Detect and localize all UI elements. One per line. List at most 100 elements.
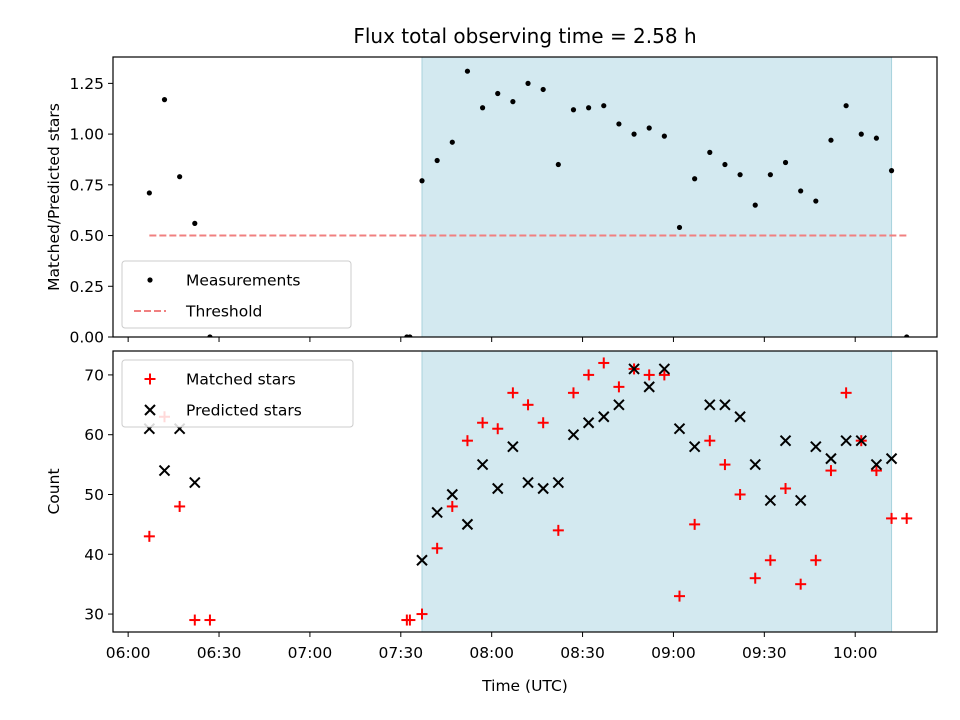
data-point xyxy=(810,554,822,566)
data-point xyxy=(737,172,743,178)
data-point xyxy=(507,440,519,453)
observing-span xyxy=(422,57,892,337)
x-b xyxy=(522,476,534,489)
data-point xyxy=(449,139,455,145)
data-point xyxy=(601,103,607,109)
y-axis-label: Matched/Predicted stars xyxy=(45,103,63,291)
data-point xyxy=(825,465,837,477)
data-point xyxy=(477,417,489,429)
x-b xyxy=(598,411,610,423)
data-point xyxy=(146,190,152,196)
y-tick-label: 0.00 xyxy=(69,329,104,347)
x-b xyxy=(144,404,156,416)
x-b xyxy=(825,452,837,465)
data-point xyxy=(810,440,822,453)
x-tick-label: 09:00 xyxy=(651,644,696,662)
data-point xyxy=(495,90,501,97)
x-b xyxy=(416,554,428,566)
data-point xyxy=(552,476,565,489)
series-predicted-stars xyxy=(143,363,898,566)
x-b xyxy=(855,434,867,447)
data-point xyxy=(598,357,610,369)
data-point xyxy=(476,458,489,471)
x-b xyxy=(810,440,822,453)
data-point xyxy=(464,68,471,74)
x-b xyxy=(446,488,459,501)
data-point xyxy=(189,476,201,489)
data-point xyxy=(813,198,819,204)
legend-label: Measurements xyxy=(186,272,301,290)
legend-box xyxy=(121,260,352,329)
data-point xyxy=(567,387,579,399)
panel-1: 0.00 0.25 0.50 0.75 1.00 1.25 Matched/Predicte… xyxy=(45,56,938,347)
data-point xyxy=(583,369,595,381)
data-point xyxy=(904,334,910,337)
data-point xyxy=(522,399,534,411)
data-point xyxy=(404,614,416,626)
legend-box xyxy=(121,359,354,428)
data-point xyxy=(555,161,561,168)
axes-frame xyxy=(112,350,938,633)
legend: Measurements Threshold xyxy=(121,260,352,329)
x-b xyxy=(688,440,701,453)
legend-item: Measurements xyxy=(147,272,301,290)
data-point xyxy=(628,363,640,375)
data-point xyxy=(613,399,625,411)
x-tick-label: 07:00 xyxy=(288,644,333,662)
x-tick-label: 08:00 xyxy=(469,644,514,662)
data-point xyxy=(204,614,216,626)
data-point xyxy=(570,107,577,113)
data-point xyxy=(901,512,913,524)
data-point xyxy=(158,464,171,477)
data-point xyxy=(870,465,882,477)
data-point xyxy=(692,176,698,182)
data-point xyxy=(780,483,792,495)
data-point xyxy=(434,157,440,164)
data-point xyxy=(189,614,201,626)
data-point xyxy=(689,518,701,530)
x-tick-label: 06:30 xyxy=(197,644,242,662)
data-point xyxy=(492,423,504,435)
x-b xyxy=(628,363,640,375)
panel-2: 30 40 50 60 70 06:00 06:30 07:00 07:30 08:00 08:30… xyxy=(45,350,938,662)
x-b xyxy=(537,482,549,495)
x-b xyxy=(476,458,489,471)
data-point xyxy=(446,488,459,501)
data-point xyxy=(658,363,671,375)
data-point xyxy=(661,133,667,139)
data-point xyxy=(749,458,761,471)
x-b xyxy=(643,381,655,393)
data-point xyxy=(719,399,731,411)
data-point xyxy=(707,149,713,155)
legend-item: Threshold xyxy=(134,303,262,321)
x-b xyxy=(492,482,504,495)
data-point xyxy=(767,172,773,178)
axes-frame xyxy=(112,56,938,338)
x-b xyxy=(613,399,625,411)
y-tick-label: 1.00 xyxy=(69,126,104,144)
legend: Matched stars Predicted stars xyxy=(121,359,354,428)
data-point xyxy=(174,500,186,512)
data-point xyxy=(507,387,519,399)
data-point xyxy=(461,518,474,531)
panels-layer: 0.00 0.25 0.50 0.75 1.00 1.25 Matched/Predicte… xyxy=(45,56,938,662)
data-point xyxy=(840,387,852,399)
data-point xyxy=(552,524,564,536)
data-point xyxy=(843,103,849,109)
data-point xyxy=(873,135,880,141)
x-tick-label: 10:00 xyxy=(833,644,878,662)
data-point xyxy=(749,572,761,584)
x-tick-label: 07:30 xyxy=(378,644,423,662)
y-tick-label: 0.75 xyxy=(69,176,104,194)
data-point xyxy=(207,334,213,337)
data-point xyxy=(510,99,516,105)
data-point xyxy=(537,482,549,495)
data-point xyxy=(676,224,683,231)
data-point xyxy=(674,590,685,602)
y-tick-label: 40 xyxy=(84,546,104,564)
data-point xyxy=(764,494,777,507)
data-point xyxy=(798,188,804,194)
data-point xyxy=(888,168,895,174)
data-point xyxy=(764,554,776,566)
